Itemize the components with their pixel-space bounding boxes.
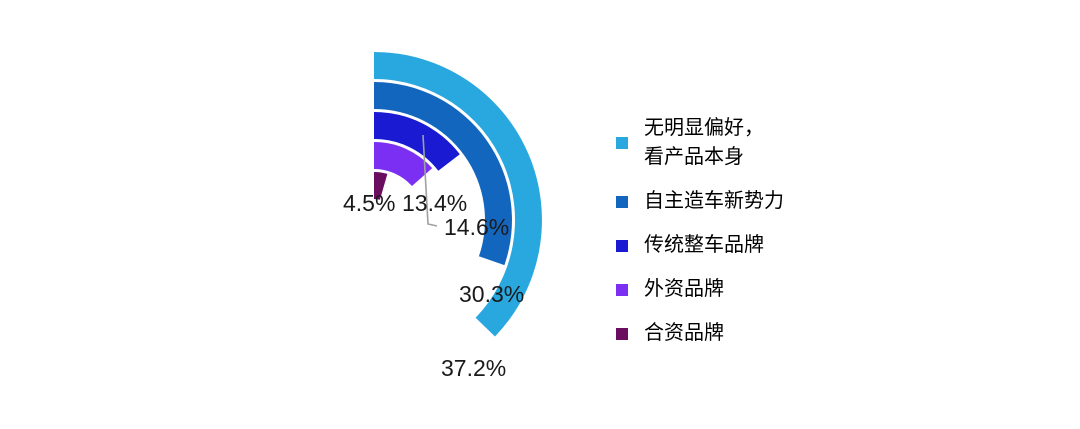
legend-swatch-traditional-oem <box>616 239 628 252</box>
legend-label-traditional-oem: 传统整车品牌 <box>644 234 764 256</box>
legend-swatch-joint-venture <box>616 327 628 340</box>
legend-swatch-no-preference <box>616 137 628 149</box>
leader-line-traditional-oem <box>422 134 438 227</box>
legend-swatch-foreign-brand <box>616 283 628 296</box>
arc-joint-venture <box>374 171 388 200</box>
legend-item-no-preference: 无明显偏好， 看产品本身 <box>616 114 784 172</box>
arc-new-forces <box>374 82 512 266</box>
legend-label-no-preference: 无明显偏好， 看产品本身 <box>644 117 764 168</box>
legend-label-joint-venture: 合资品牌 <box>644 322 724 344</box>
legend-swatch-new-forces <box>616 195 628 208</box>
arc-traditional-oem <box>374 111 460 171</box>
pct-label-foreign-brand: 13.4% <box>402 190 468 216</box>
pct-label-joint-venture: 4.5% <box>343 190 396 216</box>
chart-legend: 无明显偏好， 看产品本身 自主造车新势力 传统整车品牌 外资品牌 合资品牌 <box>616 114 784 348</box>
legend-label-new-forces: 自主造车新势力 <box>644 190 784 212</box>
legend-label-foreign-brand: 外资品牌 <box>644 278 724 300</box>
arc-no-preference <box>374 52 542 337</box>
arc-foreign-brand <box>374 142 433 186</box>
pct-label-traditional-oem: 14.6% <box>444 214 510 240</box>
legend-item-joint-venture: 合资品牌 <box>616 319 784 348</box>
legend-item-foreign-brand: 外资品牌 <box>616 275 784 304</box>
legend-item-traditional-oem: 传统整车品牌 <box>616 231 784 260</box>
pct-label-no-preference: 37.2% <box>441 355 507 381</box>
legend-item-new-forces: 自主造车新势力 <box>616 187 784 216</box>
pct-label-new-forces: 30.3% <box>459 281 525 307</box>
